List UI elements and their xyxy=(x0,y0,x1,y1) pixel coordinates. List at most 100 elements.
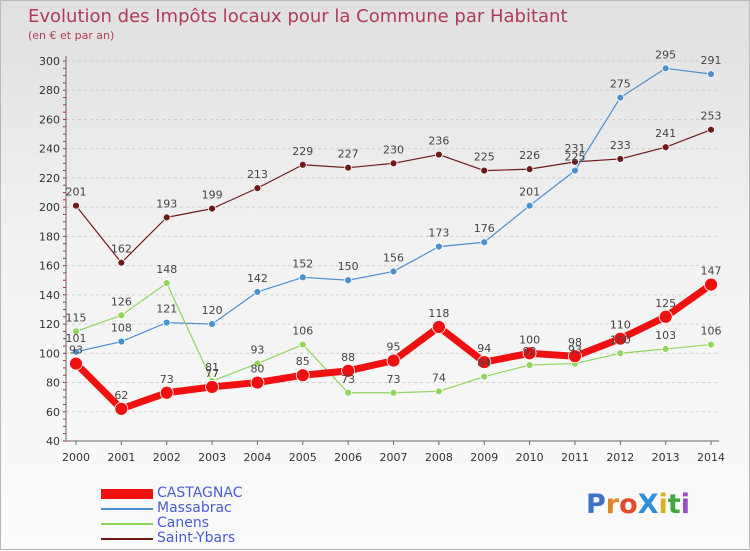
x-tick-label: 2001 xyxy=(107,451,135,464)
data-label: 231 xyxy=(564,142,585,155)
data-point xyxy=(707,125,715,134)
logo-letter: i xyxy=(680,489,690,520)
y-tick-label: 200 xyxy=(39,201,60,214)
data-label: 229 xyxy=(292,145,313,158)
data-point xyxy=(72,327,80,336)
data-label: 241 xyxy=(655,127,676,140)
y-tick-label: 60 xyxy=(46,406,60,419)
data-label: 233 xyxy=(610,139,631,152)
data-point xyxy=(613,331,628,346)
logo-letter: r xyxy=(605,489,620,520)
data-label: 199 xyxy=(202,189,223,202)
data-point xyxy=(568,349,582,364)
data-label: 213 xyxy=(247,168,268,181)
x-tick-label: 2012 xyxy=(606,451,634,464)
data-label: 73 xyxy=(387,373,401,386)
y-tick-label: 240 xyxy=(39,143,60,156)
data-point xyxy=(480,372,489,381)
chart-subtitle: (en € et par an) xyxy=(28,29,115,42)
data-point xyxy=(159,385,174,400)
data-label: 162 xyxy=(111,243,132,256)
data-label: 125 xyxy=(655,297,676,310)
x-tick-label: 2009 xyxy=(470,451,498,464)
data-point xyxy=(208,204,216,213)
data-label: 100 xyxy=(610,333,631,346)
data-label: 81 xyxy=(205,361,219,374)
legend-item: Canens xyxy=(101,516,242,531)
data-label: 275 xyxy=(610,78,631,91)
data-label: 106 xyxy=(701,325,722,338)
data-label: 93 xyxy=(69,344,83,357)
legend-swatch xyxy=(101,507,153,510)
y-tick-label: 280 xyxy=(39,84,60,97)
data-label: 142 xyxy=(247,272,268,285)
data-point xyxy=(69,356,83,371)
data-label: 88 xyxy=(341,351,355,364)
x-tick-label: 2000 xyxy=(62,451,90,464)
data-label: 73 xyxy=(160,373,174,386)
data-label: 95 xyxy=(387,341,401,354)
x-tick-label: 2003 xyxy=(198,451,226,464)
data-label: 121 xyxy=(156,303,177,316)
y-tick-label: 160 xyxy=(39,260,60,273)
data-point xyxy=(434,242,443,251)
data-label: 236 xyxy=(428,135,449,148)
data-label: 93 xyxy=(568,344,582,357)
y-tick-label: 140 xyxy=(39,289,60,302)
data-point xyxy=(162,279,171,288)
data-label: 156 xyxy=(383,251,404,264)
y-tick-label: 260 xyxy=(39,113,60,126)
data-point xyxy=(250,375,265,390)
data-point xyxy=(341,363,356,378)
data-point xyxy=(571,157,579,166)
data-label: 230 xyxy=(383,143,404,156)
y-tick-label: 300 xyxy=(39,55,60,68)
y-tick-label: 220 xyxy=(39,172,60,185)
logo-letter: o xyxy=(619,489,638,520)
data-label: 173 xyxy=(428,227,449,240)
y-tick-label: 100 xyxy=(39,347,60,360)
data-label: 100 xyxy=(519,333,540,346)
data-label: 73 xyxy=(341,373,355,386)
y-tick-label: 40 xyxy=(46,435,60,448)
data-point xyxy=(208,320,216,328)
data-point xyxy=(298,273,307,282)
y-tick-label: 180 xyxy=(39,230,60,243)
data-point xyxy=(522,346,537,361)
data-point xyxy=(389,159,398,168)
legend-label: CASTAGNAC xyxy=(157,485,243,501)
data-point xyxy=(162,318,171,327)
legend-item: Saint-Ybars xyxy=(101,531,242,546)
data-point xyxy=(434,387,443,396)
data-point xyxy=(72,201,80,210)
data-point xyxy=(389,267,398,276)
data-label: 80 xyxy=(250,363,264,376)
data-point xyxy=(704,277,718,292)
legend-swatch xyxy=(101,488,153,499)
data-point xyxy=(117,311,126,320)
data-point xyxy=(298,340,307,349)
data-point xyxy=(162,213,171,222)
x-tick-label: 2007 xyxy=(380,451,408,464)
data-point xyxy=(114,401,129,416)
data-point xyxy=(480,166,489,175)
data-point xyxy=(295,368,310,383)
data-point xyxy=(480,238,489,247)
data-label: 74 xyxy=(432,371,446,384)
data-label: 118 xyxy=(428,307,449,320)
data-label: 152 xyxy=(292,257,313,270)
legend-item: Massabrac xyxy=(101,501,242,516)
data-label: 84 xyxy=(477,357,491,370)
data-point xyxy=(344,163,353,172)
data-point xyxy=(389,388,398,397)
data-point xyxy=(253,359,262,368)
data-point xyxy=(616,93,625,102)
data-point xyxy=(661,345,670,353)
data-point xyxy=(477,355,492,369)
data-point xyxy=(117,337,126,346)
logo-letter: t xyxy=(667,489,681,520)
x-tick-label: 2014 xyxy=(697,451,725,464)
logo-letter: P xyxy=(586,489,606,520)
data-point xyxy=(386,353,401,368)
